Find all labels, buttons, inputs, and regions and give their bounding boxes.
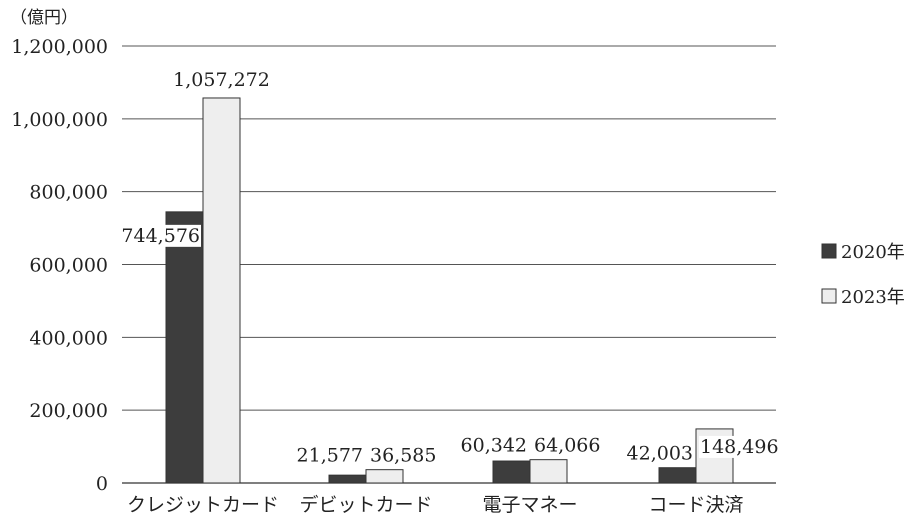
data-label-2023-3: 148,496	[700, 436, 779, 458]
legend-label-2023: 2023年	[841, 287, 905, 308]
bar-2023-2	[529, 459, 568, 484]
bar-2023-0	[202, 97, 241, 484]
y-tick-label: 1,200,000	[11, 36, 108, 58]
data-label-2020-0: 744,576	[121, 225, 200, 247]
x-category-label: クレジットカード	[127, 494, 279, 516]
data-label-2023-1: 36,585	[370, 445, 436, 467]
y-tick-label: 600,000	[29, 255, 108, 277]
data-labels: 744,576 1,057,272 21,577 36,585 60,342 64,066…	[120, 69, 780, 467]
y-axis-unit-label: （億円）	[10, 8, 78, 28]
x-category-label: デビットカード	[299, 494, 432, 516]
y-tick-label: 800,000	[29, 182, 108, 204]
x-axis-category-labels: クレジットカード デビットカード 電子マネー コード決済	[127, 494, 744, 516]
data-label-2020-1: 21,577	[297, 445, 363, 467]
data-label-2023-2: 64,066	[534, 435, 600, 457]
bar-2020-2	[492, 460, 531, 484]
data-label-2023-0: 1,057,272	[173, 69, 270, 91]
bar-2023-1	[365, 469, 404, 484]
legend-swatch-2020	[821, 243, 837, 259]
data-label-2020-3: 42,003	[627, 443, 693, 465]
bar-2020-1	[328, 474, 367, 484]
legend: 2020年 2023年	[821, 242, 905, 308]
bar-2020-0	[165, 211, 204, 484]
data-label-background	[699, 435, 780, 458]
y-tick-label: 200,000	[29, 400, 108, 422]
y-tick-label: 1,000,000	[11, 109, 108, 131]
y-tick-label: 400,000	[29, 327, 108, 349]
bar-2020-3	[658, 467, 697, 484]
legend-swatch-2023	[821, 288, 837, 304]
legend-label-2020: 2020年	[841, 242, 905, 263]
data-label-2020-2: 60,342	[461, 435, 527, 457]
bars	[165, 97, 734, 484]
y-axis-tick-labels: 0 200,000 400,000 600,000 800,000 1,000,000 1,…	[11, 36, 108, 495]
x-category-label: コード決済	[648, 494, 743, 516]
x-category-label: 電子マネー	[482, 494, 577, 516]
y-tick-label: 0	[96, 473, 108, 495]
data-label-background	[120, 224, 201, 247]
